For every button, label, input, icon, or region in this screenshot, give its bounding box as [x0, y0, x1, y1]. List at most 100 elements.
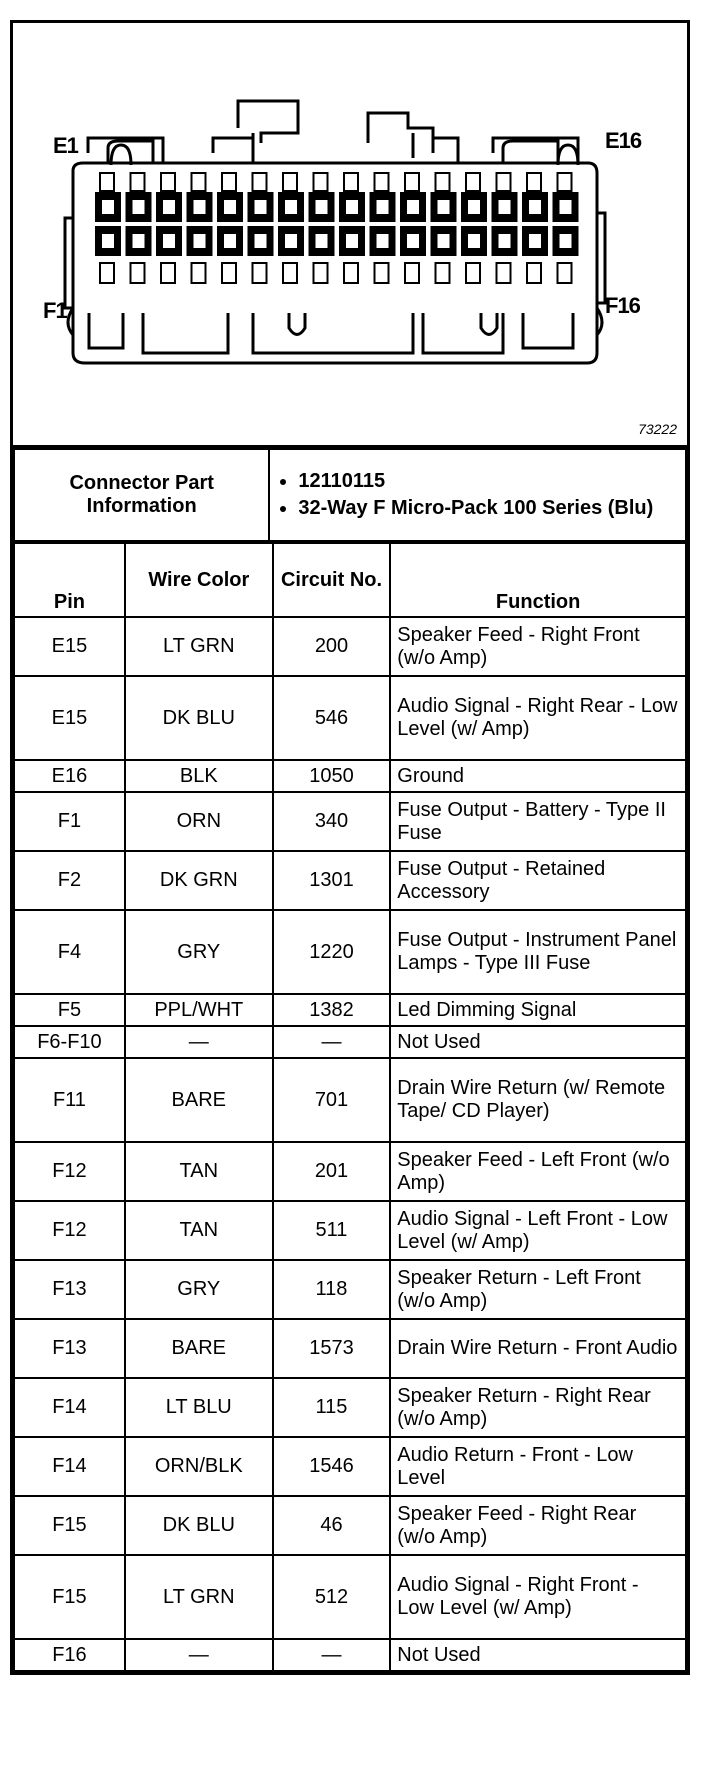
- circuit-cell: 201: [271, 1141, 392, 1202]
- label-e1: E1: [53, 133, 79, 158]
- pin-bottom-latch: [495, 262, 512, 284]
- pin-bottom-latch: [160, 262, 176, 284]
- top-ear-left: [106, 139, 155, 163]
- wire-color-cell: DK BLU: [123, 675, 274, 761]
- connector-part-number: 12110115: [298, 470, 679, 493]
- pin-cell: F1: [13, 791, 126, 852]
- function-cell: Not Used: [389, 1025, 687, 1059]
- table-row: E15 LT GRN 200 Speaker Feed - Right Front (…: [13, 616, 687, 677]
- pin-cavity-e-inner: [435, 198, 452, 216]
- function-cell: Audio Signal - Right Rear - Low Level (w…: [389, 675, 687, 761]
- pin-cell: F15: [13, 1554, 126, 1640]
- function-cell: Drain Wire Return - Front Audio: [389, 1318, 687, 1379]
- pin-top-latch: [434, 172, 451, 192]
- pinout-table: Pin Wire Color Circuit No. Function E15 L…: [13, 542, 687, 1672]
- table-row: F6-F10— — Not Used: [13, 1025, 687, 1059]
- pin-bottom-latch: [465, 262, 481, 284]
- function-cell: Fuse Output - Battery - Type II Fuse: [389, 791, 687, 852]
- table-row: E15 DK BLU 546 Audio Signal - Right Rear - …: [13, 675, 687, 761]
- pin-bottom-latch: [434, 262, 451, 284]
- pin-cavity-f-inner: [435, 232, 452, 250]
- function-cell: Speaker Feed - Right Front (w/o Amp): [389, 616, 687, 677]
- pin-cavity-e-inner: [496, 198, 513, 216]
- pin-cavity-f-inner: [466, 232, 482, 250]
- pin-cavity-e-inner: [222, 198, 238, 216]
- pin-cavity-f-inner: [344, 232, 360, 250]
- connector-info-values: 12110115 32-Way F Micro-Pack 100 Series …: [268, 448, 687, 542]
- pin-cavity-f-inner: [283, 232, 299, 250]
- circuit-cell: 1220: [271, 909, 392, 995]
- wire-color-cell: DK BLU: [123, 1495, 274, 1556]
- pin-bottom-latch: [343, 262, 359, 284]
- pin-bottom-latch: [190, 262, 207, 284]
- table-row: F13 BARE 1573 Drain Wire Return - Front Aud…: [13, 1318, 687, 1379]
- pin-cavity-e-inner: [252, 198, 269, 216]
- pin-bottom-latch: [556, 262, 573, 284]
- pin-cell: E16: [13, 759, 126, 793]
- f16-notch: [595, 307, 604, 336]
- label-e16: E16: [605, 128, 642, 153]
- connector-diagram: E1 E16 F1 F16 73222: [13, 23, 687, 448]
- top-latch-left: [236, 99, 300, 143]
- connector-drawing: [63, 99, 607, 365]
- pin-cell: E15: [13, 675, 126, 761]
- pin-cavity-e-inner: [344, 198, 360, 216]
- side-tab-left: [63, 216, 73, 310]
- pin-top-latch: [312, 172, 329, 192]
- pin-cell: F15: [13, 1495, 126, 1556]
- header-circuit-no: Circuit No.: [271, 542, 392, 618]
- function-cell: Fuse Output - Instrument Panel Lamps - T…: [389, 909, 687, 995]
- label-f16: F16: [605, 293, 641, 318]
- pin-cavity-e-inner: [466, 198, 482, 216]
- pin-cavity-e-inner: [374, 198, 391, 216]
- pin-cavity-f-inner: [527, 232, 543, 250]
- table-row: F4 GRY 1220 Fuse Output - Instrument Panel …: [13, 909, 687, 995]
- top-latch-right: [366, 111, 435, 153]
- f1-notch: [66, 307, 75, 336]
- e1-notch: [109, 143, 133, 166]
- pin-cell: F2: [13, 850, 126, 911]
- housing-top: [86, 133, 580, 163]
- pin-top-latch: [99, 172, 115, 192]
- pin-cavity-e-inner: [130, 198, 147, 216]
- table-row: F12 TAN 201 Speaker Feed - Left Front (w/o …: [13, 1141, 687, 1202]
- wire-color-cell: BLK: [123, 759, 274, 793]
- pin-cell: F5: [13, 993, 126, 1027]
- wire-color-cell: BARE: [123, 1057, 274, 1143]
- pin-top-latch: [404, 172, 420, 192]
- table-row: F13 GRY 118 Speaker Return - Left Front (w/…: [13, 1259, 687, 1320]
- table-row: F16— — Not Used: [13, 1638, 687, 1672]
- pin-cavity-f-inner: [161, 232, 177, 250]
- pin-bottom-latch: [129, 262, 146, 284]
- pin-cavity-f-inner: [496, 232, 513, 250]
- circuit-cell: 46: [271, 1495, 392, 1556]
- side-tab-right: [597, 211, 607, 305]
- table-row: F12 TAN 511 Audio Signal - Left Front - Low…: [13, 1200, 687, 1261]
- function-cell: Ground: [389, 759, 687, 793]
- pin-cavity-f-inner: [557, 232, 574, 250]
- pin-top-latch: [373, 172, 390, 192]
- pin-cavity-e-inner: [557, 198, 574, 216]
- function-cell: Fuse Output - Retained Accessory: [389, 850, 687, 911]
- circuit-cell: —: [271, 1025, 392, 1059]
- table-row: F1 ORN 340 Fuse Output - Battery - Type II …: [13, 791, 687, 852]
- pin-cavity-e-inner: [100, 198, 116, 216]
- pin-top-latch: [343, 172, 359, 192]
- table-row: F15 LT GRN 512 Audio Signal - Right Front -…: [13, 1554, 687, 1640]
- e16-notch: [556, 143, 580, 166]
- label-f1: F1: [43, 298, 68, 323]
- pin-cavity-e-inner: [405, 198, 421, 216]
- wire-color-cell: LT GRN: [123, 1554, 274, 1640]
- wire-color-cell: —: [123, 1638, 274, 1672]
- pin-cavity-f-inner: [313, 232, 330, 250]
- wire-color-cell: LT GRN: [123, 616, 274, 677]
- pin-cell: F12: [13, 1200, 126, 1261]
- wire-color-cell: LT BLU: [123, 1377, 274, 1438]
- pin-cavity-f-inner: [222, 232, 238, 250]
- pin-bottom-latch: [251, 262, 268, 284]
- pin-cell: F16: [13, 1638, 126, 1672]
- header-wire-color: Wire Color: [123, 542, 274, 618]
- pin-cavity-e-inner: [283, 198, 299, 216]
- circuit-cell: 1382: [271, 993, 392, 1027]
- pin-cavity-f-inner: [191, 232, 208, 250]
